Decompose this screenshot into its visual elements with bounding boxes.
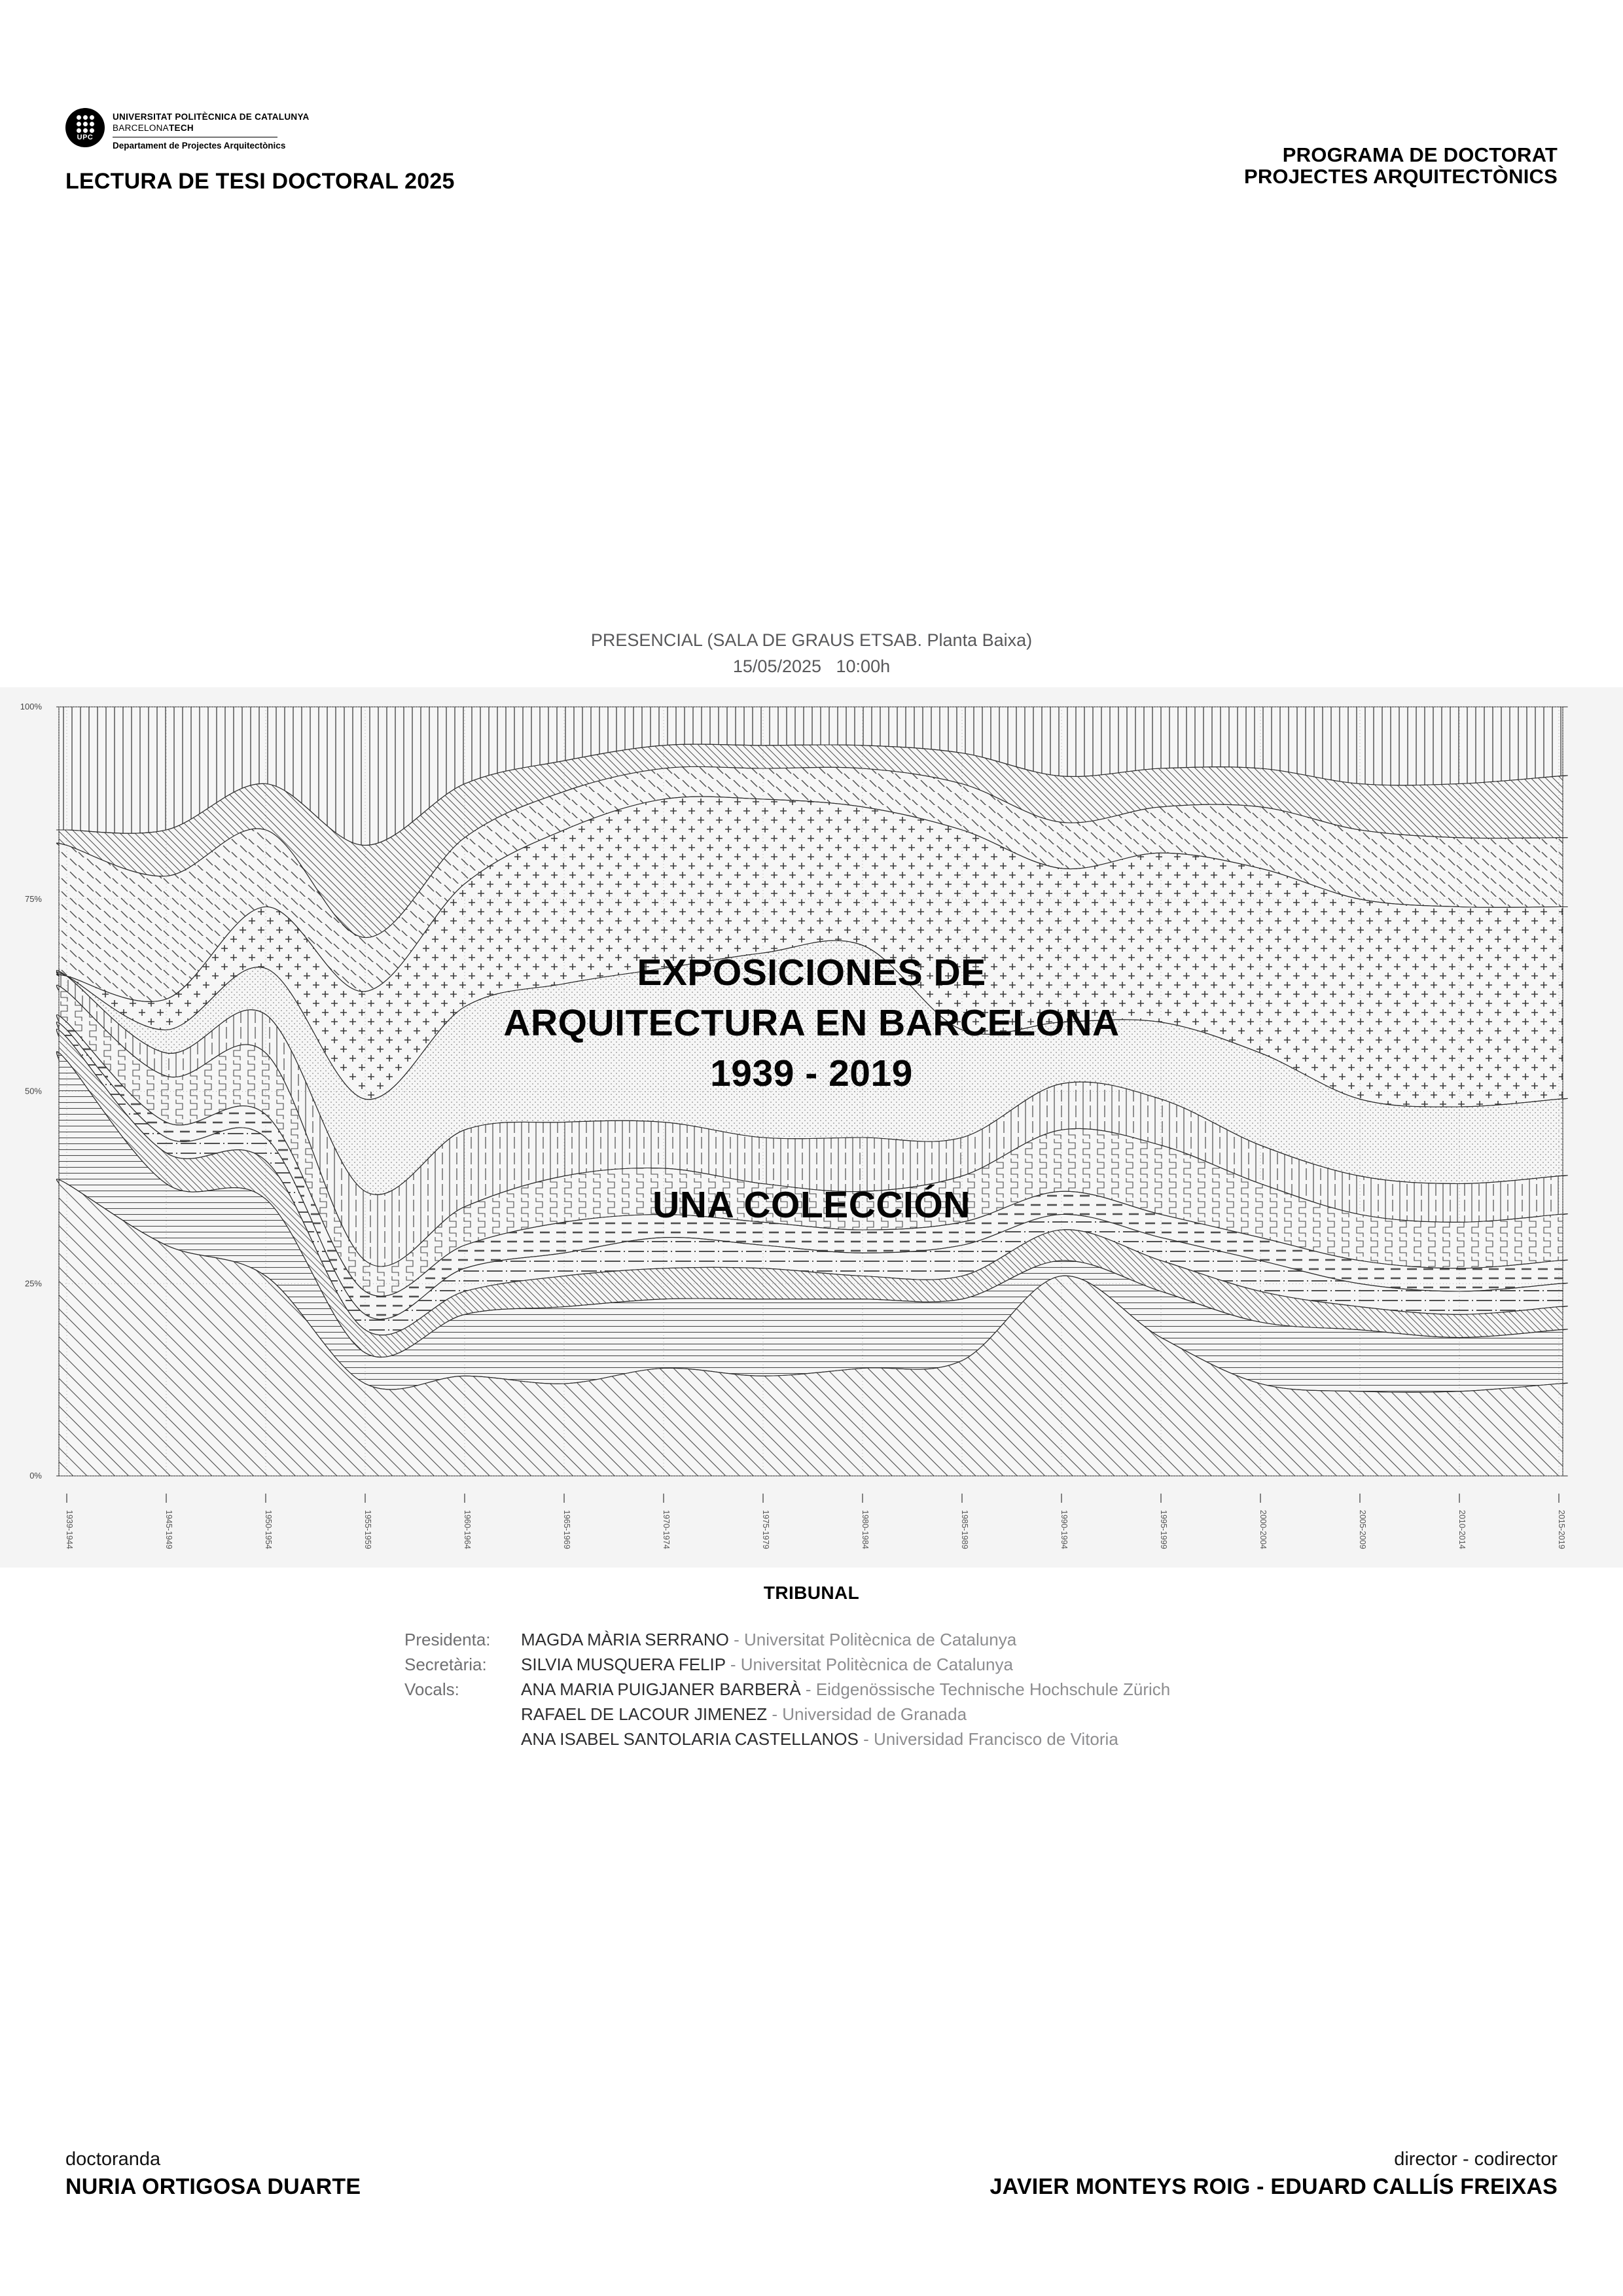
program-line2: PROJECTES ARQUITECTÒNICS xyxy=(1243,165,1558,188)
tribunal-role: Presidenta: xyxy=(404,1630,491,1649)
venue-datetime: 15/05/2025 10:00h xyxy=(732,656,891,676)
program-line1: PROGRAMA DE DOCTORAT xyxy=(1282,143,1558,166)
y-tick-label: 100% xyxy=(20,702,43,711)
x-tick-label: 1960-1964 xyxy=(463,1510,472,1549)
x-tick-label: 1939-1944 xyxy=(65,1510,74,1549)
y-tick-label: 25% xyxy=(25,1278,42,1288)
x-tick-label: 2010-2014 xyxy=(1457,1510,1467,1549)
doctoranda-label: doctoranda xyxy=(65,2149,161,2170)
tribunal-name: SILVIA MUSQUERA FELIP xyxy=(521,1655,726,1674)
x-tick-label: 2015-2019 xyxy=(1557,1510,1566,1549)
doctoranda-name: NURIA ORTIGOSA DUARTE xyxy=(65,2174,361,2199)
tribunal-name: ANA ISABEL SANTOLARIA CASTELLANOS xyxy=(521,1729,859,1749)
tribunal-affiliation: Eidgenössische Technische Hochschule Zür… xyxy=(815,1679,1171,1699)
x-tick-label: 1990-1994 xyxy=(1060,1510,1069,1549)
university-brand: BARCELONATECH xyxy=(113,123,310,133)
tribunal-row: RAFAEL DE LACOUR JIMENEZ - Universidad d… xyxy=(404,1702,1170,1727)
tribunal-separator: - xyxy=(725,1655,741,1674)
title-line1: EXPOSICIONES DE xyxy=(637,952,986,994)
x-tick-label: 1980-1984 xyxy=(861,1510,870,1549)
tribunal-role xyxy=(404,1702,521,1727)
tribunal-name: MAGDA MÀRIA SERRANO xyxy=(521,1630,729,1649)
tribunal-affiliation: Universitat Politècnica de Catalunya xyxy=(740,1655,1013,1674)
event-title: LECTURA DE TESI DOCTORAL 2025 xyxy=(65,169,455,194)
department-name: Departament de Projectes Arquitectònics xyxy=(113,141,286,151)
y-tick-label: 50% xyxy=(25,1086,42,1096)
plot-border xyxy=(58,706,1563,1477)
program-block: PROGRAMA DE DOCTORAT PROJECTES ARQUITECT… xyxy=(1244,144,1558,187)
x-tick-label: 1970-1974 xyxy=(662,1510,671,1549)
chart-content: 0% 25% 50% 75% 100% 1939-1944 1945-1949 1950-19… xyxy=(20,702,1568,1549)
tribunal-role: Vocals: xyxy=(404,1679,459,1699)
tribunal-affiliation: Universitat Politècnica de Catalunya xyxy=(743,1630,1017,1649)
tribunal-separator: - xyxy=(767,1704,783,1724)
x-tick-label: 2005-2009 xyxy=(1358,1510,1367,1549)
poster-title: EXPOSICIONES DE ARQUITECTURA EN BARCELON… xyxy=(0,948,1623,1099)
upc-logo-icon: UPC xyxy=(65,108,105,147)
x-tick-label: 1965-1969 xyxy=(562,1510,571,1549)
venue-block: PRESENCIAL (SALA DE GRAUS ETSAB. Planta … xyxy=(0,627,1623,679)
title-line2: ARQUITECTURA EN BARCELONA xyxy=(503,1002,1120,1044)
title-line3: 1939 - 2019 xyxy=(710,1052,913,1094)
tribunal-separator: - xyxy=(858,1729,874,1749)
university-name: UNIVERSITAT POLITÈCNICA DE CATALUNYA xyxy=(113,112,310,122)
poster-subtitle: UNA COLECCIÓN xyxy=(652,1184,971,1226)
tribunal-role: Secretària: xyxy=(404,1655,487,1674)
tribunal-separator: - xyxy=(800,1679,816,1699)
directors-block: director - codirector JAVIER MONTEYS ROI… xyxy=(990,2149,1558,2200)
upc-dots-icon xyxy=(76,115,94,133)
x-tick-label: 1945-1949 xyxy=(164,1510,173,1549)
tribunal-name: RAFAEL DE LACOUR JIMENEZ xyxy=(521,1704,768,1724)
tribunal-role xyxy=(404,1727,521,1751)
x-tick-label: 2000-2004 xyxy=(1258,1510,1268,1549)
upc-acronym: UPC xyxy=(77,134,94,141)
tribunal-affiliation: Universidad de Granada xyxy=(782,1704,967,1724)
streamgraph-chart: 0% 25% 50% 75% 100% 1939-1944 1945-1949 1950-19… xyxy=(20,702,1568,1549)
x-tick-label: 1950-1954 xyxy=(264,1510,273,1549)
university-block: UNIVERSITAT POLITÈCNICA DE CATALUNYA BAR… xyxy=(113,108,310,151)
doctoranda-block: doctoranda NURIA ORTIGOSA DUARTE xyxy=(65,2149,361,2200)
y-tick-label: 0% xyxy=(29,1471,42,1480)
tribunal-name: ANA MARIA PUIGJANER BARBERÀ xyxy=(521,1679,801,1699)
tribunal-row: ANA ISABEL SANTOLARIA CASTELLANOS - Univ… xyxy=(404,1727,1170,1751)
tribunal-list: Presidenta: MAGDA MÀRIA SERRANO - Univer… xyxy=(404,1627,1170,1751)
upc-logo: UPC UNIVERSITAT POLITÈCNICA DE CATALUNYA… xyxy=(65,108,310,151)
tribunal-separator: - xyxy=(728,1630,744,1649)
tribunal-row: Secretària: SILVIA MUSQUERA FELIP - Univ… xyxy=(404,1652,1170,1677)
x-tick-label: 1995-1999 xyxy=(1159,1510,1168,1549)
y-tick-label: 75% xyxy=(25,894,42,904)
tribunal-row: Presidenta: MAGDA MÀRIA SERRANO - Univer… xyxy=(404,1627,1170,1652)
directors-label: director - codirector xyxy=(1394,2149,1558,2170)
brand-regular: BARCELONA xyxy=(113,123,169,133)
directors-names: JAVIER MONTEYS ROIG - EDUARD CALLÍS FREI… xyxy=(990,2174,1558,2199)
tribunal-affiliation: Universidad Francisco de Vitoria xyxy=(873,1729,1118,1749)
tribunal-heading: TRIBUNAL xyxy=(763,1583,860,1603)
venue-location: PRESENCIAL (SALA DE GRAUS ETSAB. Planta … xyxy=(590,630,1033,650)
brand-bold: TECH xyxy=(168,123,194,133)
tribunal-row: Vocals: ANA MARIA PUIGJANER BARBERÀ - Ei… xyxy=(404,1677,1170,1702)
x-tick-label: 1975-1979 xyxy=(761,1510,770,1549)
x-tick-label: 1955-1959 xyxy=(363,1510,372,1549)
x-tick-label: 1985-1989 xyxy=(960,1510,969,1549)
